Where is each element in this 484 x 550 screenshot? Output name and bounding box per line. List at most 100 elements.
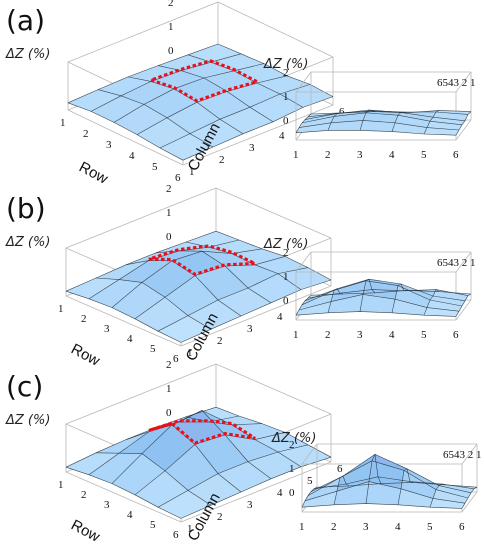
surface-cell [401,112,436,118]
column-tick-label: 3 [247,499,253,511]
surface-cell [135,297,188,332]
surface-grid-line [295,130,457,136]
panel-label-a: (a) [6,4,45,37]
row-tick-label: 2 [81,489,87,501]
panel-b-side: ΔZ (%) 0 1 2 1 2 3 4 5 6 6543 2 1 [263,237,476,341]
surface-grid-line [217,43,334,97]
surface-grid-line [301,503,463,509]
surface-cell [160,133,213,161]
row-tick-label: 3 [363,521,369,533]
surface-cell [135,470,188,508]
row-tick-label: 6 [173,353,179,365]
row-tick-label: 1 [58,479,64,491]
surface-grid-line [97,89,214,148]
box-edge [461,443,478,465]
row-tick-label: 6 [173,529,179,541]
row-tick-label: 2 [325,149,331,161]
surface-grid-line [155,250,272,304]
surface-plot-side: 0 1 2 1 2 3 4 5 6 6543 2 1 [283,67,476,161]
surface-cell [165,444,218,491]
surface-grid-line [310,110,472,115]
z-axis-label: ΔZ (%) [5,235,50,250]
surface-grid-line [359,109,376,131]
column-tick-label: 4 [277,311,283,323]
surface-cell [331,112,366,123]
surface-grid-line [65,406,217,468]
surface-cell [296,122,331,133]
surface-cell [98,76,151,96]
surface-cell [234,63,287,83]
surface-cell [204,70,257,92]
z-tick-label: 0 [283,115,289,127]
z-tick-label: 2 [289,439,295,451]
column-tick-labels: 6543 2 1 [437,77,476,89]
surface-cell [398,112,433,122]
surface-grid-line [455,111,472,136]
surface-grid-line [397,468,414,505]
surface-cell [398,284,433,300]
row-tick-label: 1 [58,303,64,315]
surface-cell [334,481,369,505]
surface-cell [158,54,211,71]
surface-grid-line [157,267,309,332]
box-edge [67,109,184,166]
surface-cell [66,278,119,299]
z-tick-label: 0 [166,231,172,243]
surface-cell [296,301,331,316]
row-tick-label: 3 [106,139,112,151]
box-edge [180,285,332,347]
surface-grid-line [310,454,472,494]
box-edge [295,251,312,273]
box-edge [65,295,182,347]
surface-cell [165,275,218,316]
surface-cell [158,315,211,343]
column-tick-label: 1 [187,347,193,359]
row-tick-label: 1 [293,149,299,161]
surface-grid-line [67,102,184,161]
surface-grid-line [333,475,350,505]
surface-grid-line [215,230,332,281]
row-tick-label: 6 [175,172,181,184]
surface-cell [248,273,301,303]
surface-cell [328,120,363,131]
z-tick-label: 1 [166,383,172,395]
surface-grid-line [215,406,332,458]
surface-grid-line [180,456,332,519]
surface-cell [158,490,211,519]
row-tick-label: 5 [150,343,156,355]
box-edge [65,471,182,523]
surface-cell [68,89,121,112]
column-tick-labels: 6543 2 1 [443,449,482,461]
box-edge [67,1,219,63]
surface-cell [250,94,303,122]
surface-cell [299,116,334,128]
surface-cell [436,485,471,498]
surface-grid-line [159,84,311,149]
surface-grid-line [316,482,478,488]
surface-cell [114,104,167,135]
surface-cell [430,498,465,509]
z-tick-label: 1 [168,21,174,33]
z-axis-label: ΔZ (%) [271,431,316,446]
column-tick-label: 4 [277,487,283,499]
surface-grid-line [423,110,440,135]
z-axis-label: ΔZ (%) [5,47,50,62]
surface-grid-line [134,432,286,496]
surface-cell [144,88,197,118]
surface-grid-line [455,293,472,317]
box-edge [295,71,312,93]
surface-grid-line [429,483,446,508]
surface-cell [398,488,433,508]
row-tick-label: 4 [127,333,133,345]
surface-grid-line [391,111,408,132]
row-tick-label: 5 [421,329,427,341]
row-tick-label: 4 [129,150,135,162]
box-edge [455,119,472,141]
row-tick-label: 2 [83,128,89,140]
surface-cell [395,115,430,128]
box-edge [180,461,332,523]
surface-cell [430,117,465,125]
